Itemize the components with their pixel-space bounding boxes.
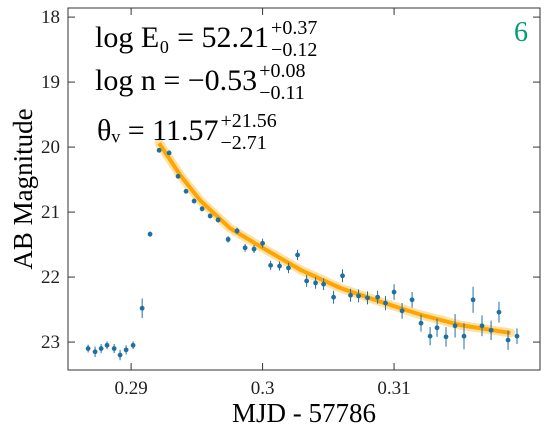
x-axis-label: MJD - 57786 <box>232 398 376 428</box>
model-band <box>154 138 516 338</box>
annotation: θᵥ = 11.57 <box>97 114 219 147</box>
data-point <box>277 263 282 269</box>
data-point <box>505 337 511 343</box>
model-curve <box>157 142 511 335</box>
data-point <box>304 278 310 284</box>
data-point <box>452 323 458 329</box>
data-point <box>470 297 476 303</box>
data-point <box>418 320 424 326</box>
data-point <box>225 236 231 242</box>
data-point <box>313 280 318 286</box>
annotation-upper: +21.56 <box>221 110 277 132</box>
data-point <box>340 273 345 279</box>
data-point <box>434 325 440 331</box>
data-point <box>242 245 248 251</box>
y-tick-label: 23 <box>41 332 60 353</box>
data-point <box>496 309 502 315</box>
data-point <box>139 305 145 311</box>
data-point <box>399 308 405 314</box>
data-point <box>104 342 110 348</box>
annotation: log n = −0.53 <box>95 64 257 97</box>
annotation-upper: +0.08 <box>259 60 305 82</box>
data-point <box>260 240 265 246</box>
x-tick-label: 0.3 <box>251 378 275 399</box>
y-tick-label: 20 <box>41 137 60 158</box>
data-point <box>117 352 123 358</box>
data-point <box>268 262 274 268</box>
data-point <box>443 334 449 340</box>
data-point <box>375 294 381 300</box>
data-point <box>409 297 415 303</box>
data-point <box>156 147 162 153</box>
plot-frame <box>67 7 541 371</box>
data-point <box>207 213 213 219</box>
data-point <box>123 347 129 353</box>
data-point <box>356 293 361 299</box>
data-point <box>365 295 370 301</box>
data-point <box>191 198 197 204</box>
annotation-lower: −0.11 <box>259 82 305 104</box>
data-point <box>427 333 433 339</box>
data-point <box>295 252 300 258</box>
data-point <box>234 228 240 234</box>
data-point <box>251 246 257 252</box>
data-point <box>166 150 172 156</box>
data-point <box>286 265 291 271</box>
x-tick-label: 0.29 <box>114 378 147 399</box>
y-tick-label: 22 <box>41 267 60 288</box>
annotation-lower: −2.71 <box>221 132 267 154</box>
data-point <box>461 333 467 339</box>
panel-label: 6 <box>514 17 528 48</box>
annotation-upper: +0.37 <box>271 17 317 39</box>
y-tick-label: 19 <box>41 72 60 93</box>
y-tick-label: 18 <box>41 7 60 28</box>
data-point <box>85 346 91 351</box>
y-tick-label: 21 <box>41 202 60 223</box>
data-point <box>479 323 485 329</box>
data-point <box>488 327 494 333</box>
data-point <box>92 349 98 355</box>
data-point <box>183 188 189 194</box>
data-point <box>130 342 136 348</box>
annotation-lower: −0.12 <box>271 39 317 61</box>
data-point <box>348 292 353 298</box>
data-point <box>175 173 181 179</box>
data-point <box>147 231 153 237</box>
data-point <box>331 294 336 300</box>
data-point <box>514 333 520 339</box>
data-point <box>391 289 397 295</box>
data-point <box>199 206 205 212</box>
data-point <box>111 346 117 351</box>
x-tick-label: 0.31 <box>377 378 410 399</box>
y-axis-label: AB Magnitude <box>8 108 38 269</box>
annotation: log E₀ = 52.21 <box>95 21 269 54</box>
data-point <box>321 281 326 287</box>
data-point <box>383 300 388 306</box>
data-point <box>215 217 221 223</box>
data-point <box>98 346 104 351</box>
